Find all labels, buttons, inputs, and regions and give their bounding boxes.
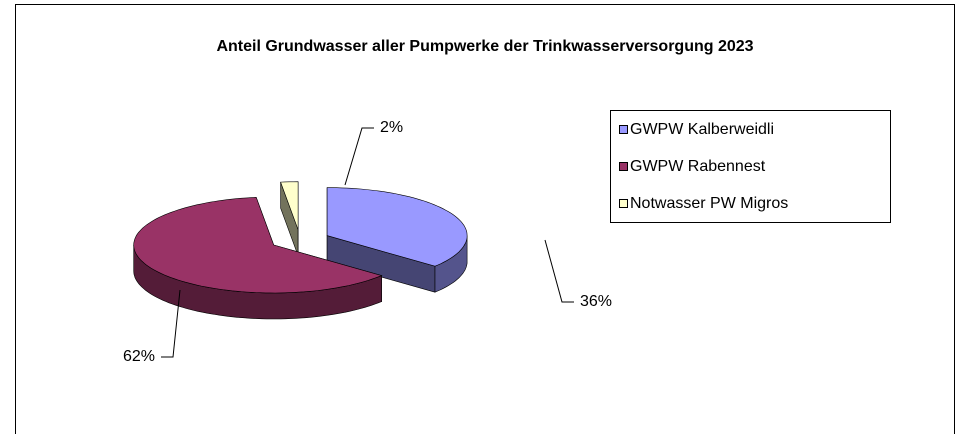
- slice-top: [133, 196, 383, 294]
- data-label: 36%: [580, 293, 612, 310]
- legend-swatch: [619, 199, 628, 208]
- legend-swatch: [619, 125, 628, 134]
- pie: 36% 62% 2%: [123, 119, 612, 365]
- chart-title: Anteil Grundwasser aller Pumpwerke der T…: [216, 38, 753, 55]
- leader-line: [544, 239, 574, 303]
- slice-top: [326, 187, 468, 267]
- data-label: 2%: [380, 119, 403, 136]
- legend-label: Notwasser PW Migros: [630, 195, 788, 212]
- legend: GWPW Kalberweidli GWPW Rabennest Notwasser…: [610, 110, 891, 223]
- slice-top: [280, 181, 299, 230]
- leader-line: [161, 289, 181, 358]
- data-label: 62%: [123, 348, 155, 365]
- leader-line: [344, 127, 374, 186]
- legend-box: [610, 110, 891, 223]
- legend-label: GWPW Kalberweidli: [630, 121, 774, 138]
- legend-label: GWPW Rabennest: [630, 158, 766, 175]
- legend-swatch: [619, 162, 628, 171]
